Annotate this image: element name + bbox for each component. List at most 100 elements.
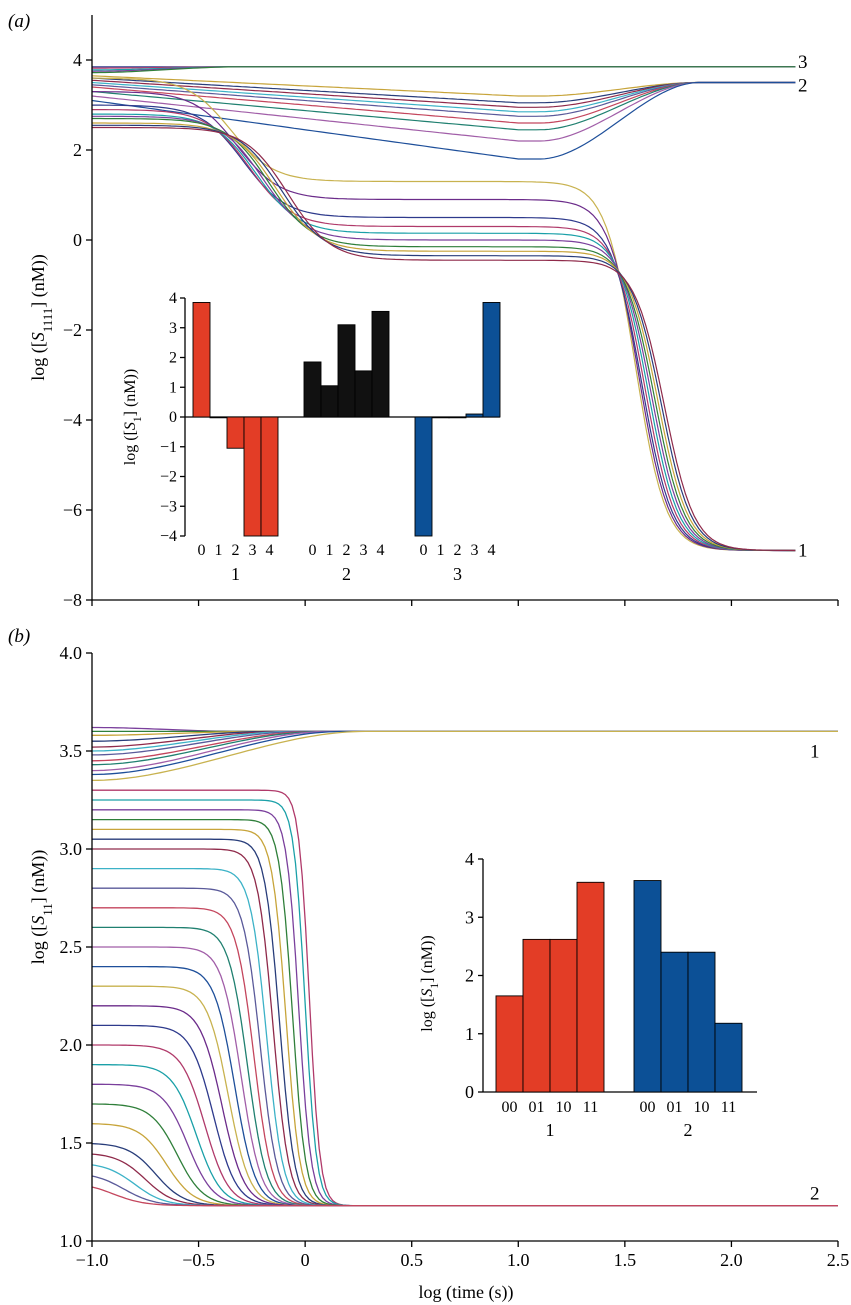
panel-b-inset-y-label: log ([S1] (nM)) — [419, 935, 441, 1031]
panel-b-inset-x-tick-label: 10 — [556, 1099, 572, 1116]
panel-a-inset-x-tick-label: 3 — [360, 542, 368, 559]
panel-a-end-label-2: 2 — [798, 76, 808, 97]
panel-b-x-tick-label: −0.5 — [182, 1250, 215, 1270]
panel-b-end-label-1: 1 — [810, 741, 820, 762]
panel-b-axes: 4.03.53.02.52.01.51.0−1.0 −0.5 0 0.5 1.0 1.5 2… — [60, 643, 850, 1270]
panel-a-inset-x-tick-label: 1 — [326, 542, 334, 559]
panel-b-y-tick-label: 3.0 — [60, 839, 83, 859]
panel-a-inset-group-label-2: 2 — [342, 564, 351, 584]
panel-b-inset-bar-group1-00 — [495, 995, 524, 1093]
panel-a-inset-y-label-subscript: 1 — [132, 416, 144, 422]
panel-a-inset-x-tick-label: 0 — [420, 542, 428, 559]
panel-a-inset-x-tick-label: 4 — [266, 542, 274, 559]
panel-b-y-label-prefix: log ([ — [28, 925, 49, 965]
panel-a-series-1-line-1 — [92, 77, 796, 552]
panel-a-series-1-line-4 — [92, 109, 796, 552]
panel-b-inset-x-tick-label: 01 — [529, 1099, 545, 1116]
panel-a-inset-y-tick-label: 0 — [169, 409, 177, 426]
panel-a-series-2-line-9 — [91, 81, 796, 160]
panel-a-y-tick-label: −4 — [63, 410, 82, 430]
panel-a-inset-x-tick-label: 3 — [249, 542, 257, 559]
panel-b-end-labels: 12 — [810, 741, 820, 1204]
panel-b-y-tick-label: 3.5 — [60, 741, 83, 761]
panel-a-y-label-prefix: log ([ — [28, 341, 49, 381]
panel-a-series-lines — [91, 66, 796, 552]
panel-b-inset-y-tick-label: 4 — [465, 849, 474, 869]
panel-b-inset-group-label-2: 2 — [684, 1120, 693, 1140]
panel-a-y-tick-label: 4 — [73, 50, 82, 70]
panel-b-y-tick-label: 1.5 — [60, 1133, 83, 1153]
panel-a-inset-x-tick-label: 2 — [343, 542, 351, 559]
panel-a-inset-y-tick-label: 3 — [169, 320, 177, 337]
panel-b-inset-bar-group2-00 — [633, 880, 662, 1093]
panel-a-inset-y-tick-label: 2 — [169, 350, 177, 367]
panel-b-inset-x-tick-label: 00 — [502, 1099, 518, 1116]
panel-a-series-1-line-9 — [92, 124, 796, 552]
panel-b-x-tick-label: 0.5 — [400, 1250, 423, 1270]
panel-b-inset-y-label-prefix: log ([ — [419, 997, 436, 1032]
panel-b-inset-y-tick-label: 3 — [465, 907, 474, 927]
panel-a-inset-y-label-variable: S — [122, 422, 139, 430]
panel-a-inset-group-label-3: 3 — [453, 564, 462, 584]
panel-a-y-label: log ([S1111] (nM)) — [28, 254, 55, 381]
panel-a-inset-bar-group1-1 — [209, 416, 228, 419]
panel-a-y-label-subscript: 1111 — [40, 308, 55, 333]
panel-b-inset-y-label-subscript: 1 — [429, 983, 441, 989]
panel-a-inset-bar-group3-4 — [482, 302, 501, 418]
panel-b-inset-y-tick-label: 0 — [465, 1082, 474, 1102]
panel-a-inset-y-tick-label: −4 — [160, 528, 177, 545]
panel-b-series-2-line-24 — [91, 1164, 838, 1207]
panel-a-y-tick-label: 0 — [73, 230, 82, 250]
panel-b-y-label-variable: S — [28, 916, 48, 925]
panel-a-inset-bar-group1-4 — [260, 416, 279, 537]
panel-b-series-lines — [91, 726, 838, 1207]
panel-b-x-tick-label: 2.0 — [720, 1250, 743, 1270]
panel-b-x-tick-label: 1.5 — [614, 1250, 637, 1270]
panel-a-end-label-1: 1 — [798, 541, 808, 562]
panel-a-inset-bar-group1-3 — [243, 416, 262, 537]
panel-b-y-tick-label: 2.5 — [60, 937, 83, 957]
panel-a-inset-bar-group3-1 — [431, 416, 450, 419]
panel-a-inset-bar-group2-0 — [303, 361, 322, 418]
panel-a: (a) 420−2−4−6−8 log ([S1111] (nM)) 321 4… — [8, 11, 839, 610]
panel-b-series-1-line-9 — [91, 730, 838, 766]
panel-b-series-2-line-22 — [91, 1142, 838, 1207]
panel-a-series-1-line-8 — [92, 122, 796, 552]
panel-a-inset-bar-group1-2 — [226, 416, 245, 449]
panel-a-inset-y-label: log ([S1] (nM)) — [122, 369, 144, 465]
panel-a-y-tick-label: −6 — [63, 500, 82, 520]
panel-a-inset-bar-group2-2 — [337, 324, 356, 418]
panel-a-inset-bar-group2-3 — [354, 370, 373, 418]
panel-b-x-tick-label: 0 — [301, 1250, 310, 1270]
panel-a-inset-y-tick-label: 1 — [169, 379, 177, 396]
panel-a-y-label-suffix: ] (nM)) — [28, 254, 49, 307]
panel-a-y-axis-label: log ([S1111] (nM)) — [28, 254, 55, 381]
panel-a-series-2-line-8 — [91, 81, 796, 142]
panel-a-inset-bar-group2-1 — [320, 385, 339, 418]
panel-a-end-labels: 3 2 1 — [798, 52, 808, 562]
panel-a-inset-x-tick-label: 4 — [377, 542, 385, 559]
panel-b-inset-y-tick-label: 1 — [465, 1024, 474, 1044]
panel-a-inset-bar-group1-0 — [192, 302, 211, 418]
panel-a-inset-y-tick-label: 4 — [169, 290, 177, 307]
panel-a-inset-y-label-suffix: ] (nM)) — [122, 369, 139, 417]
panel-a-y-tick-label: −2 — [63, 320, 82, 340]
panel-b-inset-bar-group2-01 — [660, 951, 689, 1093]
panel-a-end-label-3: 3 — [798, 52, 808, 73]
panel-a-inset-bar-group3-3 — [465, 413, 484, 418]
panel-b-x-tick-label: 2.5 — [827, 1250, 850, 1270]
panel-b-inset-x-tick-label: 10 — [694, 1099, 710, 1116]
panel-a-inset-bar-group3-2 — [448, 416, 467, 419]
panel-a-inset-y-tick-label: −1 — [160, 439, 177, 456]
panel-a-inset-x-tick-label: 2 — [454, 542, 462, 559]
panel-a-inset-x-tick-label: 2 — [232, 542, 240, 559]
panel-a-inset-group-label-1: 1 — [231, 564, 240, 584]
panel-a-y-tick-label: −8 — [63, 590, 82, 610]
panel-b: (b) 4.03.53.02.52.01.51.0−1.0 −0.5 0 0.5 1.0… — [8, 626, 849, 1303]
panel-a-axes: 4 2 0 −2 −4 −6 −8 — [63, 15, 839, 610]
panel-b-inset-x-tick-label: 11 — [721, 1099, 736, 1116]
panel-b-inset-x-tick-label: 01 — [667, 1099, 683, 1116]
panel-b-inset-bar-group1-01 — [522, 938, 551, 1093]
panel-a-label: (a) — [8, 11, 30, 32]
